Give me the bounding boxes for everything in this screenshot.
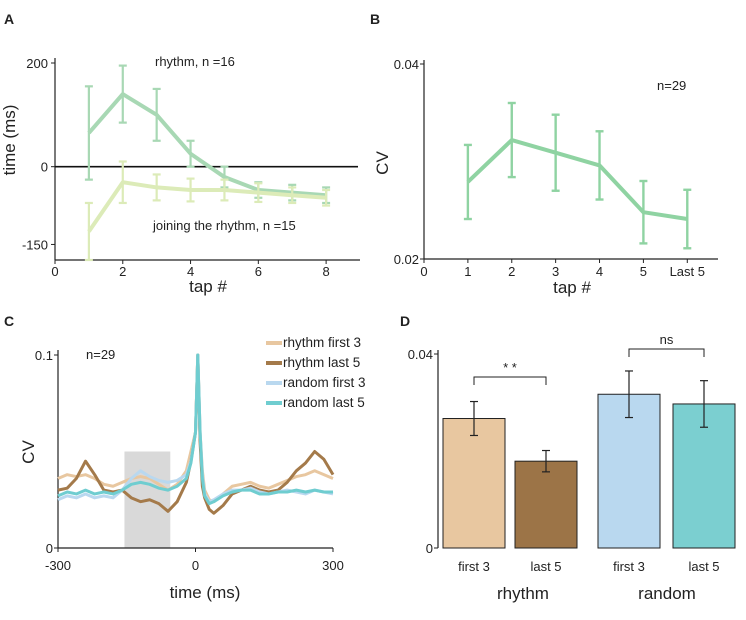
panel-a-series-line-1: [87, 92, 327, 198]
panel-d-category-label-2: last 5: [530, 559, 561, 574]
panel-c-annotation: n=29: [86, 347, 115, 362]
panel-a-x-tick-label: 4: [187, 264, 194, 279]
panel-c-ylabel: CV: [19, 440, 38, 464]
panel-b-series-line: [466, 138, 688, 222]
panel-c-legend-label-2: rhythm last 5: [283, 355, 360, 370]
panel-d-significance-bracket-2: [628, 348, 705, 357]
panel-c-series-line-4: [57, 353, 333, 506]
panel-b-ylabel: CV: [373, 151, 392, 175]
panel-c-y-tick-label: 0: [46, 541, 53, 556]
panel-a-series-line-2: [87, 180, 327, 233]
panel-d-y-tick-label: 0.04: [408, 347, 433, 362]
panel-a-xlabel: tap #: [189, 277, 227, 296]
panel-c-legend-label-3: random first 3: [283, 375, 366, 390]
panel-b-y-tick-label: 0.04: [394, 57, 419, 72]
panel-d-significance-bracket-1: [473, 376, 547, 385]
panel-a-ylabel: time (ms): [0, 105, 19, 176]
panel-b-x-tick-label: 3: [552, 264, 559, 279]
panel-d-group-random: random: [638, 584, 696, 603]
panel-c-y-tick-label: 0.1: [35, 348, 53, 363]
panel-c-legend-label-1: rhythm first 3: [283, 335, 361, 350]
panel-d-bar-2: [514, 460, 578, 549]
panel-b-y-tick-label: 0.02: [394, 252, 419, 267]
panel-d-category-label-4: last 5: [688, 559, 719, 574]
panel-b-x-tick-label: 4: [596, 264, 603, 279]
panel-d-group-rhythm: rhythm: [497, 584, 549, 603]
panel-a-y-tick-label: 200: [26, 56, 48, 71]
panel-b-x-tick-label: 1: [464, 264, 471, 279]
panel-a-x-tick-label: 8: [322, 264, 329, 279]
panel-label-d: D: [400, 313, 410, 329]
panel-b-x-tick-label: 5: [640, 264, 647, 279]
panel-a-y-tick-label: 0: [41, 160, 48, 175]
panel-a-series1-label: rhythm, n =16: [155, 54, 235, 69]
panel-c-xlabel: time (ms): [170, 583, 241, 602]
panel-c-x-tick-label: 300: [322, 558, 344, 573]
panel-d-significance-label-2: ns: [660, 332, 674, 347]
panel-a-x-tick-label: 0: [51, 264, 58, 279]
panel-d-bar-4: [672, 403, 736, 549]
panel-c-legend-label-4: random last 5: [283, 395, 365, 410]
panel-d-significance-label-1: * *: [503, 360, 517, 375]
panel-b-x-tick-label: 2: [508, 264, 515, 279]
panel-d-category-label-3: first 3: [613, 559, 645, 574]
panel-d-y-tick-label: 0: [426, 541, 433, 556]
panel-label-a: A: [4, 11, 14, 27]
panel-b-xlabel: tap #: [553, 278, 591, 297]
panel-a-x-tick-label: 2: [119, 264, 126, 279]
panel-a-x-tick-label: 6: [255, 264, 262, 279]
panel-c-x-tick-label: 0: [192, 558, 199, 573]
panel-label-c: C: [4, 313, 14, 329]
panel-d-category-label-1: first 3: [458, 559, 490, 574]
panel-d-bar-3: [597, 393, 661, 549]
panel-d-bar-1: [442, 418, 506, 549]
panel-b-annotation: n=29: [657, 78, 686, 93]
panel-c-x-tick-label: -300: [45, 558, 71, 573]
panel-b-x-tick-label: Last 5: [670, 264, 705, 279]
panel-label-b: B: [370, 11, 380, 27]
panel-a-series2-label: joining the rhythm, n =15: [152, 218, 296, 233]
panel-a-y-tick-label: -150: [22, 237, 48, 252]
panel-b-x-tick-label: 0: [420, 264, 427, 279]
